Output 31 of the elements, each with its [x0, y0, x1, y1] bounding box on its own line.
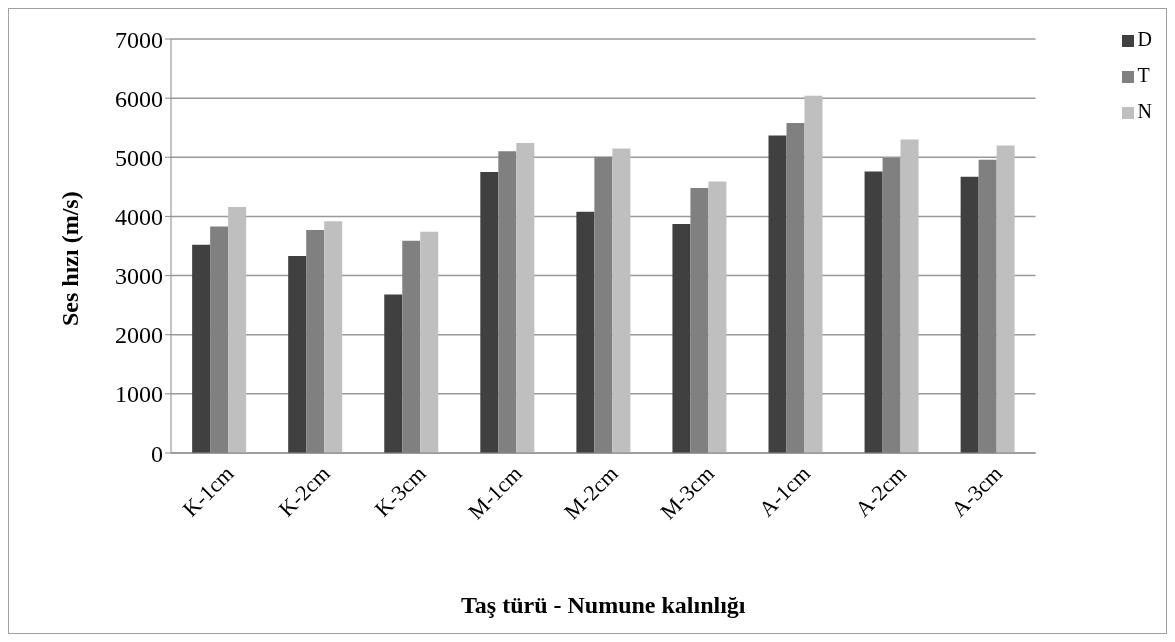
y-tick-label: 7000: [115, 26, 163, 53]
bar: [768, 135, 787, 453]
y-tick-label: 6000: [115, 85, 163, 112]
bar: [420, 231, 439, 453]
bar: [900, 139, 919, 453]
bar: [516, 143, 535, 453]
y-tick-label: 1000: [115, 381, 163, 408]
bar: [480, 172, 499, 453]
legend-label: N: [1137, 100, 1152, 122]
bar: [960, 176, 979, 453]
bar: [192, 244, 211, 453]
x-axis-title: Taş türü - Numune kalınlığı: [461, 592, 746, 618]
bar: [324, 221, 343, 453]
y-axis-title: Ses hızı (m/s): [56, 191, 83, 326]
legend-label: D: [1137, 28, 1152, 50]
bar: [288, 256, 307, 453]
bar: [612, 148, 631, 453]
bar: [228, 206, 247, 453]
y-tick-label: 4000: [115, 203, 163, 230]
bar: [672, 224, 691, 453]
bar: [708, 181, 727, 453]
y-tick-label: 5000: [115, 144, 163, 171]
bar: [576, 211, 595, 453]
legend-label: T: [1137, 64, 1150, 86]
bar: [804, 95, 823, 453]
y-tick-label: 2000: [115, 322, 163, 349]
bar: [384, 294, 403, 453]
y-tick-label: 3000: [115, 263, 163, 290]
bar: [996, 145, 1015, 453]
bar: [864, 171, 883, 453]
y-tick-label: 0: [151, 440, 163, 467]
